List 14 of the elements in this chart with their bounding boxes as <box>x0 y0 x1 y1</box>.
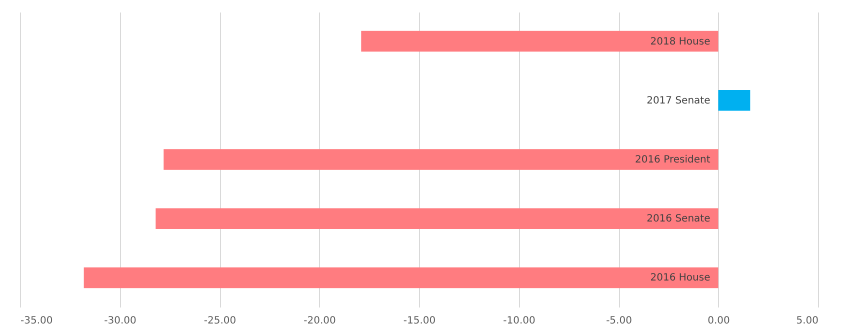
x-tick-label: -25.00 <box>204 316 236 326</box>
x-tick-label: 0.00 <box>708 316 730 326</box>
y-tick-label: 2016 Senate <box>646 214 710 225</box>
x-tick-label: -35.00 <box>20 316 53 326</box>
x-tick-label: -5.00 <box>606 316 632 326</box>
x-tick-label: -10.00 <box>503 316 536 326</box>
x-tick-label: 5.00 <box>796 316 818 326</box>
x-tick-label: -15.00 <box>403 316 436 326</box>
y-tick-label: 2016 House <box>650 272 710 284</box>
y-tick-label: 2016 President <box>634 154 710 166</box>
y-tick-label: 2018 House <box>650 36 710 48</box>
x-tick-label: -30.00 <box>104 316 136 326</box>
y-tick-label: 2017 Senate <box>646 95 710 106</box>
x-tick-label: -20.00 <box>304 316 336 326</box>
